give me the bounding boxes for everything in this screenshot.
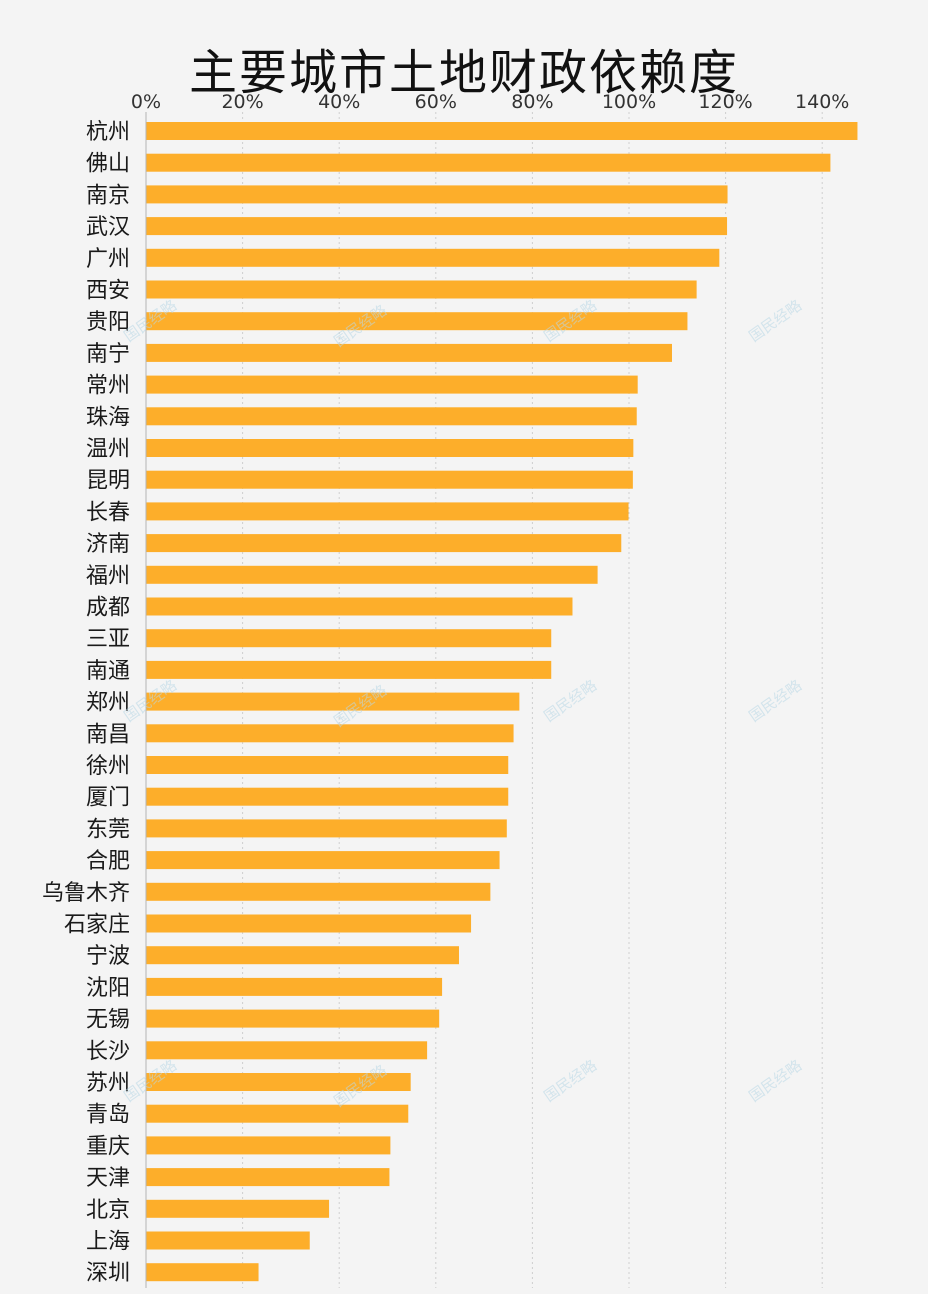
bar [146,914,472,933]
bar [146,534,622,553]
category-label: 青岛 [86,1103,130,1128]
bar [146,280,697,299]
bar [146,1073,411,1091]
bar [146,851,500,870]
bar [146,565,598,584]
category-label: 东莞 [86,817,130,842]
category-label: 宁波 [86,944,130,969]
category-label: 常州 [86,374,130,399]
bar [146,629,552,648]
category-label: 天津 [86,1166,130,1191]
bar [146,977,443,996]
bar [146,502,629,521]
bar [146,1231,310,1250]
chart-title: 主要城市土地财政依赖度 [188,45,739,102]
category-label: 重庆 [86,1134,130,1159]
category-label: 徐州 [86,754,130,779]
bar [146,1263,259,1282]
bar [146,1199,330,1218]
category-label: 福州 [86,564,130,589]
bar [146,692,520,711]
category-label: 南通 [86,659,130,684]
x-tick-label: 0% [131,91,161,113]
category-label: 南昌 [86,722,130,747]
bar [146,1041,428,1060]
x-tick-label: 140% [795,91,849,113]
x-tick-label: 40% [318,91,360,113]
bar [146,185,728,204]
category-label: 珠海 [86,405,130,430]
bar [146,660,552,679]
bar [146,946,459,965]
bar [146,439,634,457]
category-label: 温州 [86,437,130,462]
bar [146,407,637,426]
category-label: 杭州 [86,120,130,145]
category-label: 上海 [86,1230,130,1255]
bar [146,724,514,743]
category-label: 佛山 [86,152,130,177]
bar [146,343,672,362]
category-label: 西安 [86,279,130,304]
category-label: 成都 [86,596,130,621]
category-label: 深圳 [86,1261,130,1286]
category-label: 长沙 [86,1039,130,1064]
x-tick-label: 120% [698,91,752,113]
category-label: 昆明 [86,469,130,494]
bar [146,470,633,489]
category-label: 苏州 [86,1071,130,1096]
bar [146,312,688,331]
bar [146,217,728,236]
category-label: 贵阳 [86,310,130,335]
category-label: 三亚 [86,627,130,652]
bar [146,1136,391,1155]
x-tick-label: 20% [221,91,263,113]
x-tick-label: 80% [511,91,553,113]
bar [146,1009,440,1028]
x-tick-label: 60% [415,91,457,113]
category-label: 郑州 [86,691,130,716]
bar [146,597,573,616]
bar [146,1168,390,1187]
bar [146,787,509,806]
category-label: 北京 [86,1198,130,1223]
bar [146,248,720,267]
bar [146,153,831,172]
bar [146,819,507,838]
bar [146,882,491,901]
category-label: 南京 [86,183,130,208]
category-label: 广州 [86,247,130,272]
category-label: 武汉 [86,215,130,240]
category-label: 石家庄 [64,913,130,938]
category-label: 南宁 [86,342,130,367]
x-tick-label: 100% [602,91,656,113]
category-label: 长春 [86,500,130,525]
category-label: 无锡 [86,1008,130,1033]
category-label: 乌鲁木齐 [42,881,130,906]
bar [146,375,638,394]
category-label: 厦门 [86,786,130,811]
bar [146,1104,409,1123]
bar [146,122,858,140]
category-label: 合肥 [86,849,130,874]
category-label: 沈阳 [86,976,130,1001]
category-label: 济南 [86,532,130,557]
bar [146,756,509,774]
